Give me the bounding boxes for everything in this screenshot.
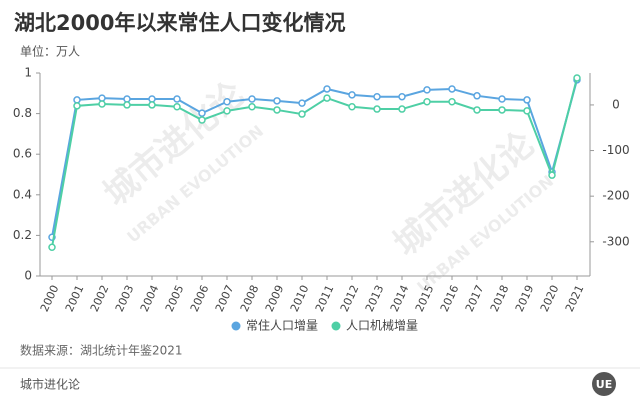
- chart-subtitle: 单位：万人: [20, 44, 80, 59]
- data-point: [448, 85, 456, 93]
- data-point: [273, 97, 281, 105]
- source: 数据来源：湖北统计年鉴2021: [20, 343, 183, 358]
- x-tick-label: 2002: [88, 283, 112, 314]
- data-point: [48, 243, 56, 252]
- data-point: [198, 109, 206, 117]
- data-point: [373, 92, 381, 101]
- x-tick-label: 2006: [188, 283, 212, 314]
- y-tick-label: 1: [24, 66, 32, 80]
- data-point: [573, 74, 581, 82]
- legend-label: 人口机械增量: [346, 318, 418, 333]
- legend-marker: [331, 321, 341, 331]
- legend-marker: [231, 321, 241, 331]
- y-tick-label: 0.8: [13, 106, 32, 120]
- data-point: [473, 92, 481, 100]
- data-point: [223, 97, 231, 106]
- y-tick-label: 0.2: [13, 228, 32, 242]
- data-point: [348, 103, 356, 111]
- data-point: [298, 110, 306, 118]
- x-tick-label: 2000: [38, 283, 62, 314]
- y-tick-label: 0.4: [13, 187, 32, 201]
- x-tick-label: 2001: [63, 283, 87, 314]
- data-point: [123, 101, 131, 109]
- x-tick-label: 2004: [138, 283, 162, 314]
- series-line: [51, 77, 578, 248]
- data-point: [523, 96, 531, 104]
- data-point: [448, 97, 456, 106]
- y2-tick-label: -300: [602, 234, 629, 248]
- series-line: [51, 79, 578, 238]
- data-point: [298, 99, 306, 107]
- x-tick-label: 2016: [438, 283, 462, 314]
- data-point: [123, 95, 131, 103]
- x-tick-label: 2008: [238, 283, 262, 314]
- data-point: [498, 106, 506, 114]
- data-point: [548, 171, 556, 179]
- y-tick-label: 0: [24, 269, 32, 283]
- data-point: [373, 105, 381, 113]
- data-point: [398, 92, 406, 101]
- legend-label: 常住人口增量: [246, 319, 318, 333]
- x-tick-label: 2019: [513, 283, 537, 314]
- data-point: [98, 94, 106, 102]
- x-tick-label: 2003: [113, 283, 137, 314]
- data-point: [148, 101, 156, 109]
- x-tick-label: 2021: [563, 283, 587, 314]
- logo: UE: [596, 378, 612, 391]
- data-point: [323, 94, 331, 102]
- y2-tick-label: 0: [612, 97, 620, 111]
- x-tick-label: 2009: [263, 283, 287, 314]
- data-point: [248, 103, 256, 111]
- logo-badge: [592, 372, 616, 396]
- data-point: [273, 106, 281, 114]
- x-tick-label: 2010: [288, 283, 312, 314]
- y2-tick-label: -200: [602, 189, 629, 203]
- watermark: 城市进化论 URBAN EVOLUTION 城市进化论 URBAN EVOLUT…: [96, 74, 557, 297]
- x-tick-label: 2013: [363, 283, 387, 314]
- data-point: [248, 95, 256, 103]
- x-tick-label: 2018: [488, 283, 512, 314]
- data-point: [73, 102, 81, 110]
- data-point: [223, 107, 231, 115]
- y2-tick-label: -100: [602, 143, 629, 157]
- data-point: [423, 97, 431, 106]
- x-tick-label: 2005: [163, 283, 187, 314]
- data-point: [173, 95, 181, 103]
- data-point: [198, 116, 206, 124]
- x-tick-label: 2017: [463, 283, 487, 314]
- data-point: [398, 105, 406, 113]
- y-tick-label: 0.6: [13, 147, 32, 161]
- data-point: [423, 86, 431, 94]
- data-point: [523, 107, 531, 115]
- data-point: [73, 96, 81, 104]
- x-tick-label: 2020: [538, 283, 562, 314]
- data-point: [173, 103, 181, 111]
- chart-title: 湖北2000年以来常住人口变化情况: [14, 11, 345, 35]
- data-point: [473, 106, 481, 114]
- footer: 城市进化论: [20, 377, 80, 392]
- data-point: [498, 95, 506, 103]
- x-tick-label: 2011: [313, 283, 337, 314]
- data-point: [98, 100, 106, 108]
- data-point: [148, 95, 156, 103]
- x-tick-label: 2015: [413, 283, 437, 314]
- x-tick-label: 2012: [338, 283, 362, 314]
- x-tick-label: 2007: [213, 283, 237, 314]
- x-tick-label: 2014: [388, 283, 412, 314]
- data-point: [323, 85, 331, 93]
- data-point: [348, 91, 356, 99]
